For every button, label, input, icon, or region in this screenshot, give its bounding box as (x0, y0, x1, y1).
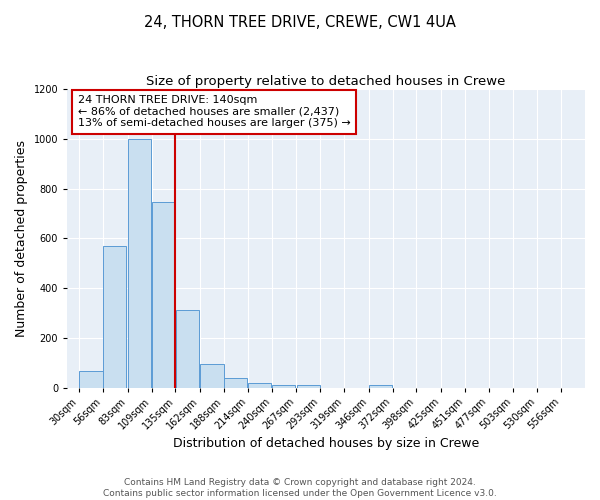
Bar (79, 372, 103, 388)
Text: Contains HM Land Registry data © Crown copyright and database right 2024.
Contai: Contains HM Land Registry data © Crown c… (103, 478, 497, 498)
Bar (128, 139, 151, 388)
Bar (103, 246, 127, 388)
Bar (224, 378, 247, 388)
Text: 24 THORN TREE DRIVE: 140sqm
← 86% of detached houses are smaller (2,437)
13% of : 24 THORN TREE DRIVE: 140sqm ← 86% of det… (77, 95, 350, 128)
X-axis label: Distribution of detached houses by size in Crewe: Distribution of detached houses by size … (173, 437, 479, 450)
Y-axis label: Number of detached properties: Number of detached properties (15, 140, 28, 337)
Bar (200, 364, 224, 388)
Bar (296, 385, 320, 388)
Bar (176, 310, 199, 388)
Title: Size of property relative to detached houses in Crewe: Size of property relative to detached ho… (146, 75, 506, 88)
Bar (248, 382, 271, 388)
Bar (152, 202, 175, 388)
Bar (369, 385, 392, 388)
Bar (272, 385, 295, 388)
Text: 24, THORN TREE DRIVE, CREWE, CW1 4UA: 24, THORN TREE DRIVE, CREWE, CW1 4UA (144, 15, 456, 30)
